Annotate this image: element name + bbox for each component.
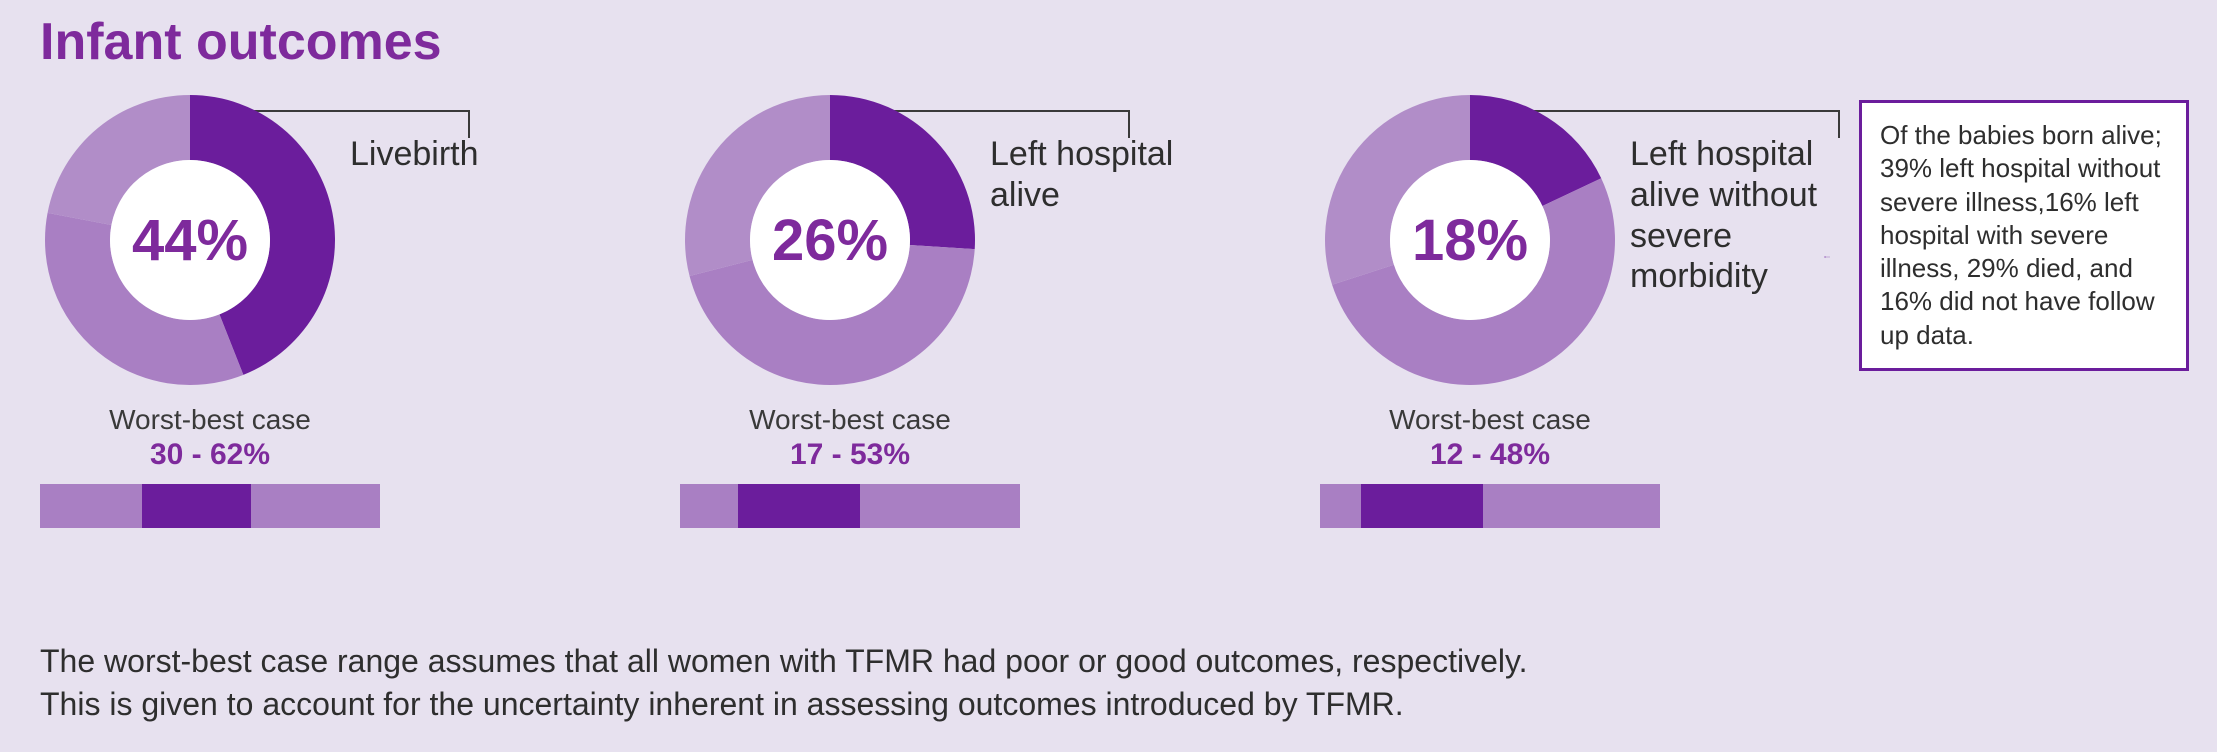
wbc-label: Worst-best case — [40, 404, 380, 436]
donut-svg — [40, 90, 340, 390]
range-bar — [680, 484, 1020, 528]
footer-text: The worst-best case range assumes that a… — [40, 640, 2140, 726]
arrow-left-icon — [1797, 256, 1857, 258]
footer-line-1: The worst-best case range assumes that a… — [40, 643, 1527, 679]
wbc-range: 12 - 48% — [1320, 438, 1660, 472]
donut-svg — [1320, 90, 1620, 390]
donut-chart: 44% — [40, 90, 340, 390]
panel-left-alive: Left hospital alive 26% Worst-best case … — [680, 90, 1180, 528]
wbc-range: 17 - 53% — [680, 438, 1020, 472]
wbc-range: 30 - 62% — [40, 438, 380, 472]
panel-label: Left hospital alive — [990, 134, 1210, 216]
range-bar — [40, 484, 380, 528]
donut-chart: 18% — [1320, 90, 1620, 390]
range-bar-segment — [142, 484, 251, 528]
panel-livebirth: Livebirth 44% Worst-best case 30 - 62% — [40, 90, 540, 528]
note-box: Of the babies born alive; 39% left hospi… — [1859, 100, 2189, 371]
footer-line-2: This is given to account for the uncerta… — [40, 686, 1404, 722]
panel-left-alive-no-morb: Left hospital alive without severe morbi… — [1320, 90, 1820, 528]
donut-svg — [680, 90, 980, 390]
page-title: Infant outcomes — [40, 12, 442, 72]
panel-label: Livebirth — [350, 134, 570, 175]
panels-row: Livebirth 44% Worst-best case 30 - 62% L… — [40, 90, 1820, 528]
panel-label: Left hospital alive without severe morbi… — [1630, 134, 1850, 297]
range-bar-segment — [738, 484, 860, 528]
range-bar — [1320, 484, 1660, 528]
wbc-label: Worst-best case — [680, 404, 1020, 436]
range-bar-segment — [1361, 484, 1483, 528]
donut-chart: 26% — [680, 90, 980, 390]
wbc-label: Worst-best case — [1320, 404, 1660, 436]
